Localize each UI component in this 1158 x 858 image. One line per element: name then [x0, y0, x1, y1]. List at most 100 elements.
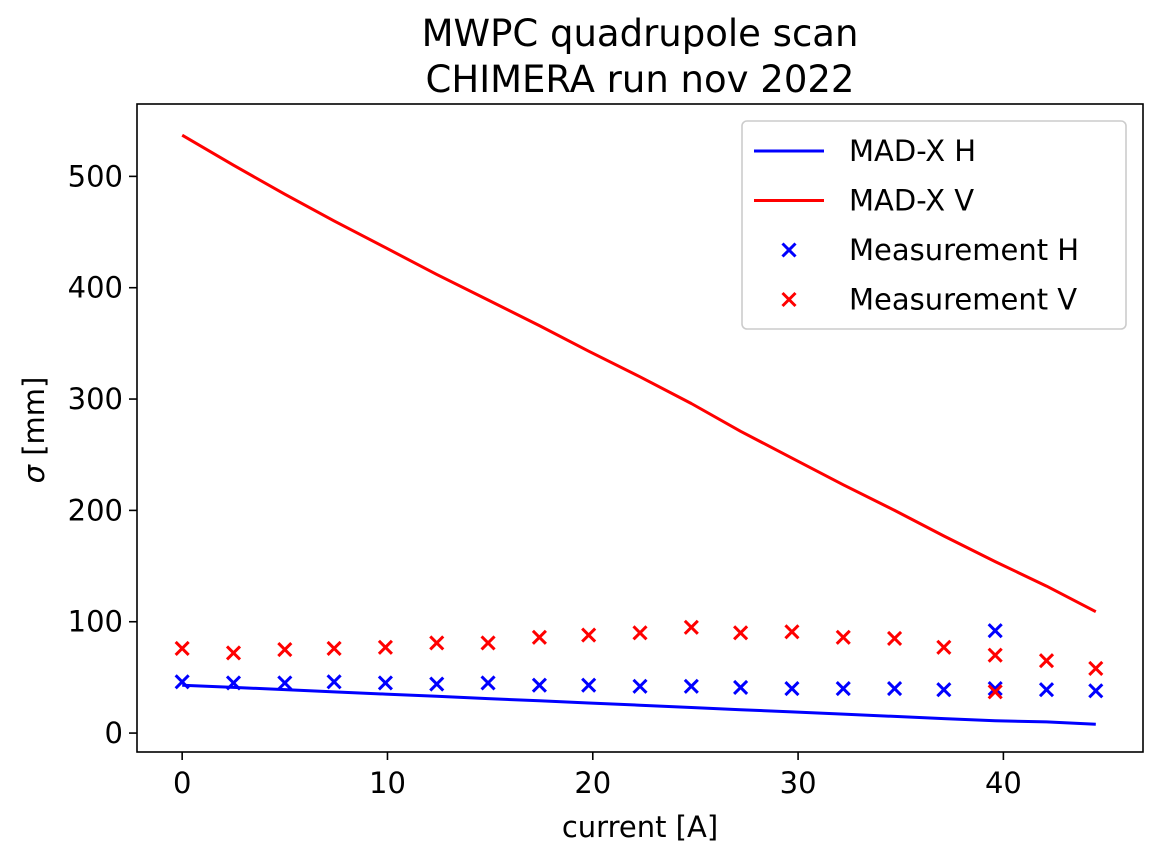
y-axis-label-unit: [mm] [17, 377, 51, 465]
point-measurement-h-9 [632, 678, 648, 694]
point-measurement-v-19 [1088, 660, 1104, 677]
point-measurement-h-2 [277, 675, 293, 691]
series-line-mad-x-v [181, 133, 1097, 614]
point-stroke [835, 680, 851, 697]
point-measurement-h-19 [1088, 683, 1104, 699]
point-stroke [733, 679, 749, 695]
legend-swatch-x [781, 291, 797, 308]
point-measurement-h-4 [377, 675, 393, 691]
point-measurement-v-5 [429, 635, 445, 651]
point-stroke [936, 639, 952, 655]
chart-title-line-1: MWPC quadrupole scan [422, 12, 859, 55]
point-stroke [632, 625, 648, 641]
point-stroke [987, 684, 1003, 700]
legend-item-mad-x-v: MAD-X V [754, 184, 974, 218]
point-stroke [480, 635, 496, 651]
point-stroke [225, 645, 242, 661]
point-stroke [733, 625, 749, 641]
point-stroke [581, 677, 597, 693]
x-tick-label-0: 0 [173, 766, 191, 800]
point-measurement-h-5 [429, 676, 445, 692]
point-measurement-v-17 [987, 684, 1003, 700]
point-measurement-v-6 [480, 635, 496, 651]
series-line-mad-x-h [182, 683, 1096, 726]
y-tick-label-400: 400 [68, 271, 123, 305]
point-stroke [887, 630, 903, 646]
point-measurement-h-3 [326, 674, 342, 690]
point-measurement-v-9 [632, 625, 648, 641]
point-stroke [174, 640, 190, 657]
point-measurement-v-3 [326, 640, 342, 657]
y-axis: 0 100 200 300 400 500 [68, 159, 137, 750]
point-stroke [936, 682, 952, 698]
point-measurement-v-2 [277, 642, 293, 658]
point-stroke [1088, 660, 1104, 677]
legend-label-measurement-v: Measurement V [849, 283, 1077, 317]
point-stroke [784, 624, 800, 640]
point-measurement-h-17 [987, 680, 1003, 697]
point-measurement-h-7 [531, 677, 547, 693]
y-tick-label-500: 500 [68, 159, 123, 193]
point-measurement-v-16 [987, 647, 1003, 663]
point-stroke [987, 680, 1003, 697]
point-measurement-v-10 [683, 619, 699, 635]
point-measurement-h-8 [581, 677, 597, 693]
point-measurement-v-14 [887, 630, 903, 646]
point-stroke [1038, 682, 1055, 698]
point-stroke [632, 678, 648, 694]
x-tick-label-30: 30 [780, 766, 817, 800]
y-tick-label-100: 100 [68, 605, 123, 639]
x-tick-label-40: 40 [985, 766, 1022, 800]
legend-label-measurement-h: Measurement H [849, 233, 1079, 267]
point-measurement-h-1 [225, 675, 242, 691]
point-stroke [174, 674, 190, 690]
y-axis-label-symbol: σ [17, 463, 51, 483]
point-measurement-h-10 [683, 678, 699, 694]
point-measurement-v-7 [531, 629, 547, 645]
legend-item-measurement-v: Measurement V [781, 283, 1077, 317]
x-axis: 0 10 20 30 40 [173, 752, 1022, 800]
plot-area [136, 103, 1144, 753]
point-stroke [277, 642, 293, 658]
chart-title-line-2: CHIMERA run nov 2022 [426, 58, 855, 101]
legend-label-mad-x-v: MAD-X V [849, 184, 974, 218]
point-stroke [683, 619, 699, 635]
point-measurement-h-15 [936, 682, 952, 698]
point-stroke [429, 676, 445, 692]
point-stroke [326, 674, 342, 690]
y-tick-label-200: 200 [68, 493, 123, 527]
legend-label-mad-x-h: MAD-X H [849, 134, 976, 168]
y-tick-label-300: 300 [68, 382, 123, 416]
point-stroke [987, 647, 1003, 663]
point-measurement-v-8 [581, 627, 597, 643]
legend-frame [741, 120, 1127, 330]
point-stroke [1088, 683, 1104, 699]
point-stroke [887, 680, 903, 697]
point-stroke [277, 675, 293, 691]
point-measurement-v-4 [377, 639, 393, 655]
legend-item-mad-x-h: MAD-X H [754, 134, 976, 168]
point-stroke [1038, 653, 1055, 669]
point-measurement-h-13 [835, 680, 851, 697]
y-axis-label: σ [mm] [17, 377, 51, 484]
point-stroke [225, 675, 242, 691]
point-measurement-h-12 [784, 680, 800, 697]
point-stroke [429, 635, 445, 651]
point-measurement-h-14 [887, 680, 903, 697]
point-stroke [835, 629, 851, 645]
point-stroke [987, 623, 1003, 639]
point-stroke [377, 675, 393, 691]
point-stroke [377, 639, 393, 655]
point-stroke [326, 640, 342, 657]
point-measurement-h-0 [174, 674, 190, 690]
point-stroke [480, 675, 496, 691]
point-measurement-h-11 [733, 679, 749, 695]
legend: MAD-X H MAD-X V Measurement H Measurement V [741, 120, 1127, 330]
x-tick-label-10: 10 [369, 766, 406, 800]
point-measurement-v-15 [936, 639, 952, 655]
plot-frame [136, 103, 1144, 753]
legend-swatch-x [781, 242, 797, 258]
point-stroke [531, 629, 547, 645]
point-stroke [531, 677, 547, 693]
